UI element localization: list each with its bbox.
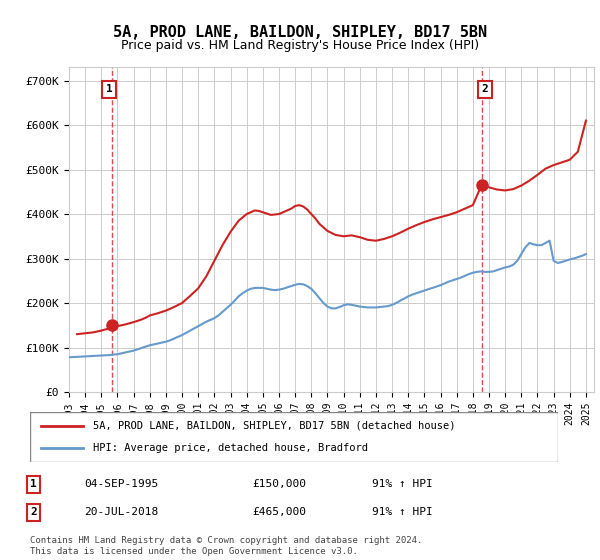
Text: 5A, PROD LANE, BAILDON, SHIPLEY, BD17 5BN: 5A, PROD LANE, BAILDON, SHIPLEY, BD17 5B… — [113, 25, 487, 40]
Text: 91% ↑ HPI: 91% ↑ HPI — [372, 507, 433, 517]
Text: 91% ↑ HPI: 91% ↑ HPI — [372, 479, 433, 489]
Text: £150,000: £150,000 — [252, 479, 306, 489]
Text: 2: 2 — [30, 507, 37, 517]
Text: 5A, PROD LANE, BAILDON, SHIPLEY, BD17 5BN (detached house): 5A, PROD LANE, BAILDON, SHIPLEY, BD17 5B… — [94, 421, 456, 431]
Text: 20-JUL-2018: 20-JUL-2018 — [84, 507, 158, 517]
Text: 04-SEP-1995: 04-SEP-1995 — [84, 479, 158, 489]
FancyBboxPatch shape — [30, 412, 558, 462]
Text: Price paid vs. HM Land Registry's House Price Index (HPI): Price paid vs. HM Land Registry's House … — [121, 39, 479, 52]
Text: 2: 2 — [481, 85, 488, 95]
Text: £465,000: £465,000 — [252, 507, 306, 517]
Text: Contains HM Land Registry data © Crown copyright and database right 2024.
This d: Contains HM Land Registry data © Crown c… — [30, 536, 422, 556]
Text: HPI: Average price, detached house, Bradford: HPI: Average price, detached house, Brad… — [94, 443, 368, 453]
Text: 1: 1 — [30, 479, 37, 489]
Text: 1: 1 — [106, 85, 112, 95]
